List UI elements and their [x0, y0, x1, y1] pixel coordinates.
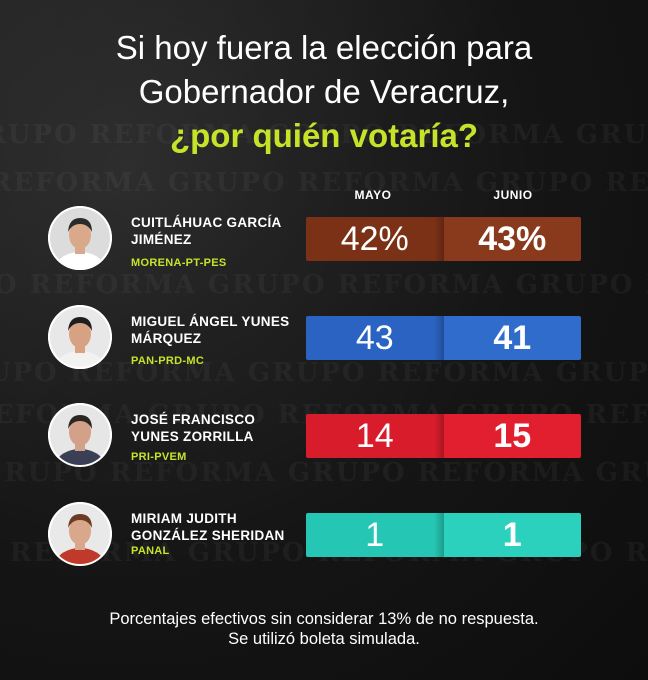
value-cell-mayo: 43 [306, 316, 444, 360]
candidate-name: MIRIAM JUDITH GONZÁLEZ SHERIDAN [131, 510, 301, 544]
footnote-line-1: Porcentajes efectivos sin considerar 13%… [109, 610, 539, 628]
title-question: ¿por quién votaría? [169, 117, 479, 154]
candidate-name-line: MÁRQUEZ [131, 331, 202, 346]
title-line-1: Si hoy fuera la elección para [115, 29, 533, 66]
column-header-junio: JUNIO [493, 188, 533, 202]
candidate-party: PRI-PVEM [131, 451, 187, 463]
column-header-mayo: MAYO [354, 188, 392, 202]
candidate-name-line: MIGUEL ÁNGEL YUNES [131, 314, 290, 329]
value-bar: 42% 43% [306, 217, 581, 261]
candidate-photo [48, 502, 112, 566]
value-cell-junio: 1 [443, 513, 581, 557]
candidate-name-line: GONZÁLEZ SHERIDAN [131, 528, 285, 543]
candidate-photo [48, 206, 112, 270]
candidate-photo [48, 403, 112, 467]
candidate-name: CUITLÁHUAC GARCÍA JIMÉNEZ [131, 214, 301, 248]
value-bar: 43 41 [306, 316, 581, 360]
title-line-2: Gobernador de Veracruz, [138, 73, 510, 110]
candidate-name-line: JIMÉNEZ [131, 232, 192, 247]
candidate-name-line: MIRIAM JUDITH [131, 511, 237, 526]
candidate-name-line: YUNES ZORRILLA [131, 429, 254, 444]
candidate-name-line: CUITLÁHUAC GARCÍA [131, 215, 282, 230]
candidate-row: MIGUEL ÁNGEL YUNES MÁRQUEZ PAN-PRD-MC 43 41 [0, 305, 648, 375]
candidate-name: JOSÉ FRANCISCO YUNES ZORRILLA [131, 411, 301, 445]
value-cell-junio: 41 [443, 316, 581, 360]
value-cell-mayo: 14 [306, 414, 444, 458]
candidate-name: MIGUEL ÁNGEL YUNES MÁRQUEZ [131, 313, 301, 347]
candidate-row: JOSÉ FRANCISCO YUNES ZORRILLA PRI-PVEM 14 15 [0, 403, 648, 473]
value-cell-mayo: 42% [306, 217, 444, 261]
candidate-row: MIRIAM JUDITH GONZÁLEZ SHERIDAN PANAL 1 1 [0, 502, 648, 572]
candidate-row: CUITLÁHUAC GARCÍA JIMÉNEZ MORENA-PT-PES 42%… [0, 206, 648, 276]
candidate-party: MORENA-PT-PES [131, 257, 227, 269]
candidate-photo [48, 305, 112, 369]
value-cell-mayo: 1 [306, 513, 444, 557]
value-cell-junio: 43% [443, 217, 581, 261]
candidate-name-line: JOSÉ FRANCISCO [131, 412, 256, 427]
chart-title: Si hoy fuera la elección para Gobernador… [0, 26, 648, 158]
value-cell-junio: 15 [443, 414, 581, 458]
footnote: Porcentajes efectivos sin considerar 13%… [0, 609, 648, 649]
footnote-line-2: Se utilizó boleta simulada. [228, 630, 420, 648]
value-bar: 14 15 [306, 414, 581, 458]
candidate-party: PANAL [131, 545, 170, 557]
candidate-party: PAN-PRD-MC [131, 355, 205, 367]
